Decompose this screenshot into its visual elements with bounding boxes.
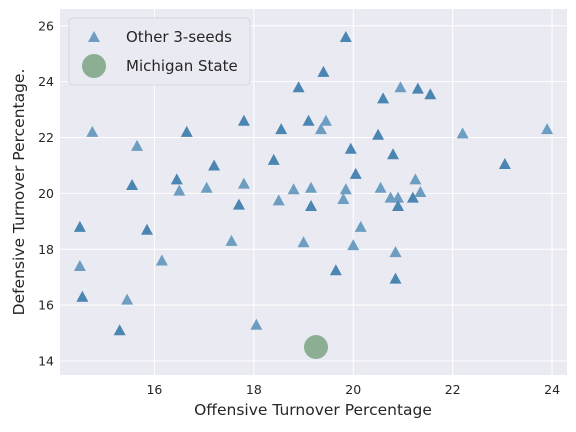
x-tick-label: 20 [345, 382, 361, 397]
data-point-triangle [200, 181, 213, 193]
x-tick-label: 16 [146, 382, 162, 397]
y-tick-labels: 14 16 18 20 22 24 26 [38, 18, 54, 368]
grid-lines [60, 9, 567, 375]
y-tick-label: 14 [38, 354, 54, 369]
data-point-triangle [86, 125, 99, 137]
data-point-triangle [292, 81, 305, 93]
data-point-triangle [305, 181, 318, 193]
legend-label-michigan-state: Michigan State [126, 57, 238, 75]
x-tick-label: 22 [445, 382, 461, 397]
data-point-triangle [392, 191, 404, 203]
data-point-triangle [302, 114, 315, 126]
data-point-triangle [305, 199, 318, 211]
x-tick-label: 24 [544, 382, 560, 397]
data-point-triangle [73, 220, 86, 232]
x-axis-label: Offensive Turnover Percentage [194, 401, 432, 419]
data-point-triangle [344, 142, 357, 154]
data-point-triangle [272, 194, 285, 206]
data-point-triangle [121, 293, 134, 305]
y-axis-label: Defensive Turnover Percentage. [10, 69, 28, 316]
data-point-triangle [411, 82, 424, 94]
data-point-triangle [126, 179, 139, 191]
y-tick-label: 26 [38, 18, 54, 33]
data-point-triangle [113, 324, 126, 336]
data-point-triangle [409, 173, 422, 185]
x-tick-labels: 16 18 20 22 24 [146, 382, 560, 397]
data-point-triangle [394, 81, 407, 93]
data-point-triangle [225, 234, 238, 246]
data-point-triangle [337, 192, 350, 204]
data-point-triangle [498, 158, 511, 170]
data-point-triangle [349, 167, 362, 179]
data-point-triangle [374, 181, 387, 193]
data-point-triangle [232, 198, 245, 210]
data-point-triangle [392, 199, 404, 211]
legend-label-other-3-seeds: Other 3-seeds [126, 28, 232, 46]
y-tick-label: 24 [38, 74, 54, 89]
data-point-triangle [347, 239, 360, 251]
legend-box [68, 17, 251, 86]
data-point-triangle [180, 125, 193, 137]
data-point-michigan-state [303, 335, 328, 360]
data-point-triangle [387, 148, 400, 160]
data-points [73, 30, 554, 360]
data-point-triangle [237, 114, 250, 126]
data-point-triangle [389, 272, 402, 284]
x-tick-label: 18 [246, 382, 262, 397]
y-tick-label: 18 [38, 242, 54, 257]
data-point-triangle [339, 183, 352, 195]
y-tick-label: 22 [38, 130, 54, 145]
data-point-triangle [76, 290, 89, 302]
data-point-triangle [354, 220, 367, 232]
data-point-triangle [372, 128, 385, 140]
data-point-triangle [140, 223, 153, 235]
legend-marker-triangle [88, 31, 100, 42]
data-point-triangle [424, 88, 437, 100]
data-point-triangle [314, 123, 327, 135]
data-point-triangle [173, 184, 186, 196]
data-point-triangle [377, 92, 390, 104]
data-point-triangle [339, 30, 352, 42]
data-point-triangle [317, 65, 330, 77]
data-point-triangle [329, 264, 342, 276]
data-point-triangle [389, 246, 402, 258]
data-point-triangle [297, 236, 310, 248]
data-point-triangle [267, 153, 280, 165]
data-point-triangle [208, 159, 221, 171]
data-point-triangle [155, 254, 168, 266]
data-point-triangle [319, 114, 332, 126]
legend: Other 3-seeds Michigan State [68, 17, 251, 86]
data-point-triangle [131, 139, 144, 151]
data-point-triangle [275, 123, 288, 135]
legend-marker-circle [82, 54, 106, 78]
data-point-triangle [237, 177, 250, 189]
data-point-triangle [170, 173, 183, 185]
data-point-triangle [406, 191, 419, 203]
data-point-triangle [541, 123, 554, 135]
y-tick-label: 20 [38, 186, 54, 201]
data-point-triangle [414, 186, 427, 197]
data-point-triangle [73, 260, 86, 272]
data-point-triangle [456, 127, 469, 139]
y-tick-label: 16 [38, 298, 54, 313]
data-point-triangle [250, 318, 263, 330]
data-point-triangle [287, 183, 300, 195]
